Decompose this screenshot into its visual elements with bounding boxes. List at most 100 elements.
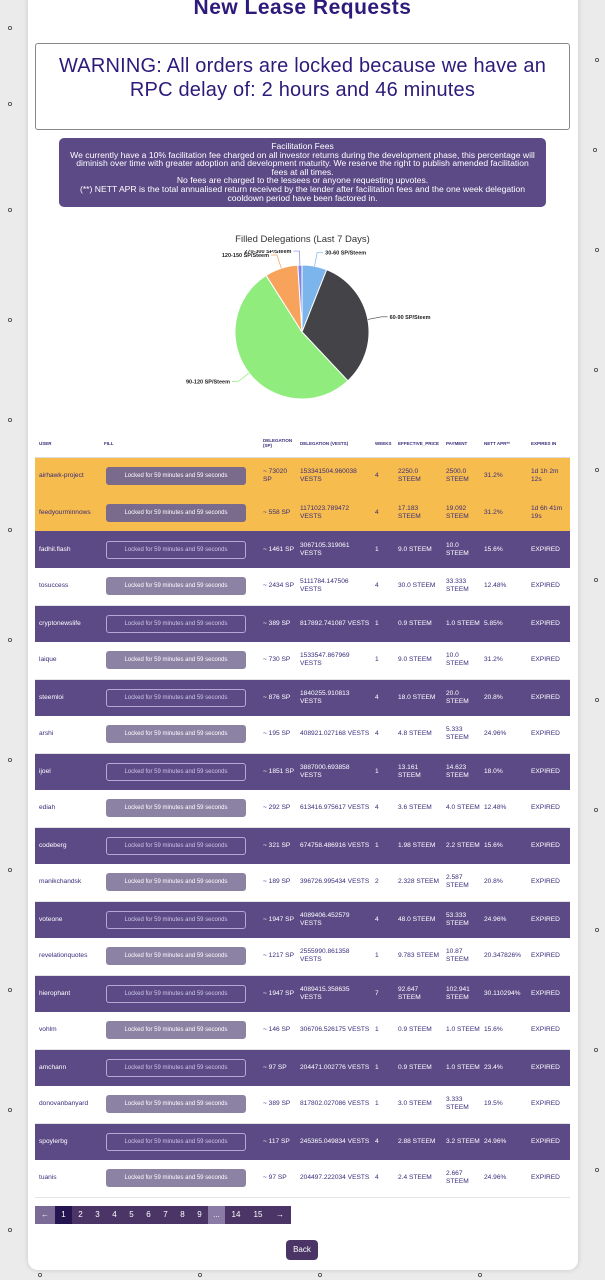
pagination-page-button[interactable]: 1 bbox=[55, 1206, 72, 1224]
pagination-page-button[interactable]: 7 bbox=[157, 1206, 174, 1224]
user-link[interactable]: amchann bbox=[39, 1063, 67, 1071]
pagination-prev-button[interactable]: ← bbox=[35, 1206, 55, 1224]
fill-locked-button[interactable]: Locked for 59 minutes and 59 seconds bbox=[106, 1095, 246, 1114]
user-link[interactable]: voteone bbox=[39, 915, 63, 923]
cell-price: 9.0 STEEM bbox=[398, 656, 432, 664]
lease-requests-table: USER FILL DELEGATION (SP) DELEGATION (VESTS… bbox=[35, 430, 570, 1198]
user-link[interactable]: arshi bbox=[39, 730, 54, 738]
fill-locked-button[interactable]: Locked for 59 minutes and 59 seconds bbox=[106, 984, 246, 1003]
cell-price: 2.328 STEEM bbox=[398, 878, 440, 886]
pagination-page-button[interactable]: 14 bbox=[225, 1206, 247, 1224]
user-link[interactable]: spoylerbg bbox=[39, 1137, 68, 1145]
cell-weeks: 4 bbox=[375, 1174, 379, 1182]
pagination: ← 1 2 3 4 5 6 7 8 9... 14 15 → bbox=[35, 1206, 291, 1224]
pagination-page-button[interactable]: 15 bbox=[247, 1206, 269, 1224]
user-link[interactable]: fadhil.flash bbox=[39, 545, 71, 553]
fill-locked-button[interactable]: Locked for 59 minutes and 59 seconds bbox=[106, 873, 246, 892]
pagination-page-button[interactable]: 3 bbox=[89, 1206, 106, 1224]
user-link[interactable]: tosuccess bbox=[39, 582, 69, 590]
fees-line-3: (**) NETT APR is the total annualised re… bbox=[79, 183, 526, 203]
cell-expires: 1d 6h 41m 19s bbox=[531, 504, 563, 520]
table-row: arshi Locked for 59 minutes and 59 second… bbox=[35, 716, 570, 753]
cell-expires: EXPIRED bbox=[531, 1026, 560, 1034]
cell-payment: 20.0 STEEM bbox=[446, 689, 469, 705]
fill-locked-button[interactable]: Locked for 59 minutes and 59 seconds bbox=[106, 1132, 246, 1151]
pie-label: 270-300 SP/Steem bbox=[244, 250, 291, 255]
fill-locked-button[interactable]: Locked for 59 minutes and 59 seconds bbox=[106, 1058, 246, 1077]
fill-locked-button[interactable]: Locked for 59 minutes and 59 seconds bbox=[106, 836, 246, 855]
table-row: donovanbanyard Locked for 59 minutes and … bbox=[35, 1086, 570, 1123]
user-link[interactable]: tuanis bbox=[39, 1174, 57, 1182]
cell-vests: 153341504.960038 VESTS bbox=[300, 467, 357, 483]
fill-cell: Locked for 59 minutes and 59 seconds bbox=[100, 790, 259, 827]
fill-locked-button[interactable]: Locked for 59 minutes and 59 seconds bbox=[106, 688, 246, 707]
pagination-page-button[interactable]: 4 bbox=[106, 1206, 123, 1224]
pagination-page-button[interactable]: 5 bbox=[123, 1206, 140, 1224]
fill-locked-button[interactable]: Locked for 59 minutes and 59 seconds bbox=[106, 947, 246, 966]
cell-payment: 1.0 STEEM bbox=[446, 1063, 480, 1071]
cell-payment: 3.2 STEEM bbox=[446, 1137, 480, 1145]
user-link[interactable]: donovanbanyard bbox=[39, 1100, 89, 1108]
user-link[interactable]: vohlm bbox=[39, 1026, 57, 1034]
fill-locked-button[interactable]: Locked for 59 minutes and 59 seconds bbox=[106, 466, 246, 485]
table-header-row: USER FILL DELEGATION (SP) DELEGATION (VESTS… bbox=[35, 430, 570, 458]
user-link[interactable]: cryptonewslife bbox=[39, 619, 81, 627]
user-link[interactable]: feedyourminnows bbox=[39, 508, 91, 516]
user-link[interactable]: codeberg bbox=[39, 841, 67, 849]
cell-expires: EXPIRED bbox=[531, 915, 560, 923]
cell-sp: ~ 97 SP bbox=[263, 1063, 287, 1071]
fill-cell: Locked for 59 minutes and 59 seconds bbox=[100, 1160, 259, 1197]
cell-payment: 2.587 STEEM bbox=[446, 874, 469, 890]
user-link[interactable]: airhawk-project bbox=[39, 471, 84, 479]
cell-expires: EXPIRED bbox=[531, 952, 560, 960]
cell-price: 2250.0 STEEM bbox=[398, 467, 421, 483]
fill-locked-button[interactable]: Locked for 59 minutes and 59 seconds bbox=[106, 910, 246, 929]
pagination-page-button[interactable]: 9 bbox=[191, 1206, 208, 1224]
cell-weeks: 1 bbox=[375, 767, 379, 775]
back-button[interactable]: Back bbox=[286, 1240, 318, 1260]
pagination-page-button[interactable]: 6 bbox=[140, 1206, 157, 1224]
cell-apr: 5.85% bbox=[484, 619, 503, 627]
rpc-warning-box: WARNING: All orders are locked because w… bbox=[35, 43, 570, 130]
user-link[interactable]: manikchandsk bbox=[39, 878, 82, 886]
cell-sp: ~ 1217 SP bbox=[263, 952, 294, 960]
user-link[interactable]: ijoel bbox=[39, 767, 51, 775]
cell-vests: 3887000.693858 VESTS bbox=[300, 763, 350, 779]
decor-dot bbox=[7, 317, 12, 322]
cell-apr: 24.96% bbox=[484, 1137, 507, 1145]
fill-locked-button[interactable]: Locked for 59 minutes and 59 seconds bbox=[106, 762, 246, 781]
fill-locked-button[interactable]: Locked for 59 minutes and 59 seconds bbox=[106, 540, 246, 559]
cell-payment: 1.0 STEEM bbox=[446, 619, 480, 627]
fill-locked-button[interactable]: Locked for 59 minutes and 59 seconds bbox=[106, 1021, 246, 1040]
pagination-page-button[interactable]: 8 bbox=[174, 1206, 191, 1224]
cell-price: 2.4 STEEM bbox=[398, 1174, 432, 1182]
cell-vests: 1171023.789472 VESTS bbox=[300, 504, 350, 520]
cell-apr: 31.2% bbox=[484, 471, 503, 479]
pagination-ellipsis[interactable]: ... bbox=[208, 1206, 225, 1224]
fill-locked-button[interactable]: Locked for 59 minutes and 59 seconds bbox=[106, 799, 246, 818]
pagination-page-button[interactable]: 2 bbox=[72, 1206, 89, 1224]
user-link[interactable]: ediah bbox=[39, 804, 56, 812]
fill-locked-button[interactable]: Locked for 59 minutes and 59 seconds bbox=[106, 614, 246, 633]
pie-slice[interactable] bbox=[234, 274, 349, 400]
pie-label-connector bbox=[231, 372, 250, 382]
user-link[interactable]: revelationquotes bbox=[39, 952, 88, 960]
cell-vests: 408921.027168 VESTS bbox=[300, 730, 370, 738]
fill-locked-button[interactable]: Locked for 59 minutes and 59 seconds bbox=[106, 503, 246, 522]
cell-payment: 5.333 STEEM bbox=[446, 726, 469, 742]
pagination-next-button[interactable]: → bbox=[269, 1206, 291, 1224]
table-row: fadhil.flash Locked for 59 minutes and 59… bbox=[35, 531, 570, 568]
decor-dot bbox=[595, 1168, 600, 1173]
user-link[interactable]: laique bbox=[39, 656, 57, 664]
fill-locked-button[interactable]: Locked for 59 minutes and 59 seconds bbox=[106, 577, 246, 596]
fill-cell: Locked for 59 minutes and 59 seconds bbox=[100, 827, 259, 864]
page-title: New Lease Requests bbox=[193, 0, 412, 19]
fill-locked-button[interactable]: Locked for 59 minutes and 59 seconds bbox=[106, 725, 246, 744]
user-link[interactable]: steemloi bbox=[39, 693, 64, 701]
decor-dot bbox=[197, 1273, 202, 1278]
user-link[interactable]: hierophant bbox=[39, 989, 71, 997]
fill-locked-button[interactable]: Locked for 59 minutes and 59 seconds bbox=[106, 1169, 246, 1188]
fill-cell: Locked for 59 minutes and 59 seconds bbox=[100, 1123, 259, 1160]
fees-line-1: We currently have a 10% facilitation fee… bbox=[70, 149, 535, 177]
fill-locked-button[interactable]: Locked for 59 minutes and 59 seconds bbox=[106, 651, 246, 670]
